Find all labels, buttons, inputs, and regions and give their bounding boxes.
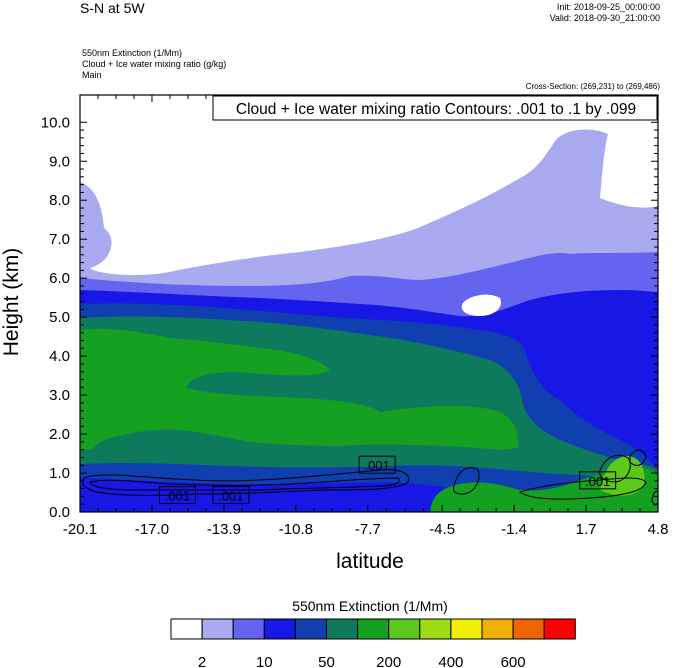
field-label-mixing-ratio: Cloud + Ice water mixing ratio (g/kg) [82,59,227,69]
contour-info-text: Cloud + Ice water mixing ratio Contours:… [236,101,636,118]
y-tick-label: 7.0 [49,231,70,248]
band-green-bottom [430,468,658,512]
x-tick-label: -10.8 [279,521,313,538]
init-time: Init: 2018-09-25_00:00:00 [556,2,660,12]
contour-label: .001 [165,489,190,504]
y-tick-label: 5.0 [49,309,70,326]
colorbar-box [388,618,421,640]
contour-label-box [579,471,617,490]
colorbar-box [201,618,234,640]
y-tick-label: 3.0 [49,387,70,404]
contour-label: .001 [218,489,243,504]
colorbar-label: 200 [376,654,401,668]
x-tick-label: -1.4 [501,521,527,538]
x-tick-label: -7.7 [355,521,381,538]
x-axis-label: latitude [336,550,404,573]
y-tick-label: 2.0 [49,426,70,443]
cross-section-label: Cross-Section: (269,231) to (269,486) [525,82,660,91]
contour-info-box: Cloud + Ice water mixing ratio Contours:… [212,95,658,121]
y-tick-label: 8.0 [49,192,70,209]
x-tick-label: -20.1 [63,521,97,538]
colorbar-title: 550nm Extinction (1/Mm) [292,598,448,614]
contour-label-box [358,455,396,474]
y-tick-label: 9.0 [49,153,70,170]
colorbar-label: 10 [256,654,273,668]
valid-time: Valid: 2018-09-30_21:00:00 [549,13,660,23]
colorbar-label: 400 [438,654,463,668]
colorbar-box [419,618,452,640]
x-tick-label: 4.8 [648,521,669,538]
field-label-main: Main [82,70,102,80]
cloud-contours [82,449,658,506]
field-label-extinction: 550nm Extinction (1/Mm) [82,48,183,58]
cloud-white-hole [461,294,502,316]
y-tick-label: 4.0 [49,348,70,365]
colorbar-label: 600 [501,654,526,668]
colorbar-labels: 2 10 50 200 400 600 [198,654,526,668]
colorbar-label: 50 [318,654,335,668]
colorbar-box [294,618,327,640]
x-tick-label: -4.5 [429,521,455,538]
contour-label-box [212,486,250,505]
colorbar-box [170,618,203,640]
axis-ticks: -20.1 -17.0 -13.9 -10.8 -7.7 -4.5 -1.4 1.7 4.8 0.… [41,95,669,538]
plot-title: S-N at 5W [80,0,145,16]
cloud-white-top [198,172,210,178]
colorbar-box [326,618,359,640]
band-yellowgreen-patch [600,456,645,496]
band-green [80,328,519,470]
y-tick-label: 1.0 [49,465,70,482]
y-axis-label: Height (km) [0,247,23,357]
x-tick-label: -17.0 [135,521,169,538]
contour-label-box [158,486,196,505]
colorbar-boxes [170,618,576,640]
colorbar-box [543,618,576,640]
colorbar-box [481,618,514,640]
colorbar-box [263,618,296,640]
contour-label: .001 [585,474,610,489]
colorbar-box [357,618,390,640]
y-tick-label: 10.0 [41,114,70,131]
y-tick-label: 0.0 [49,504,70,521]
colorbar-box [450,618,483,640]
contour-labels: .001 .001 .001 .001 [158,455,617,505]
x-tick-label: -13.9 [207,521,241,538]
extinction-field [80,129,658,512]
plot-frame [79,94,659,513]
colorbar-box [512,618,545,640]
x-tick-label: 1.7 [576,521,597,538]
colorbar-box [232,618,265,640]
y-tick-label: 6.0 [49,270,70,287]
colorbar-label: 2 [198,654,206,668]
contour-label: .001 [364,458,389,473]
